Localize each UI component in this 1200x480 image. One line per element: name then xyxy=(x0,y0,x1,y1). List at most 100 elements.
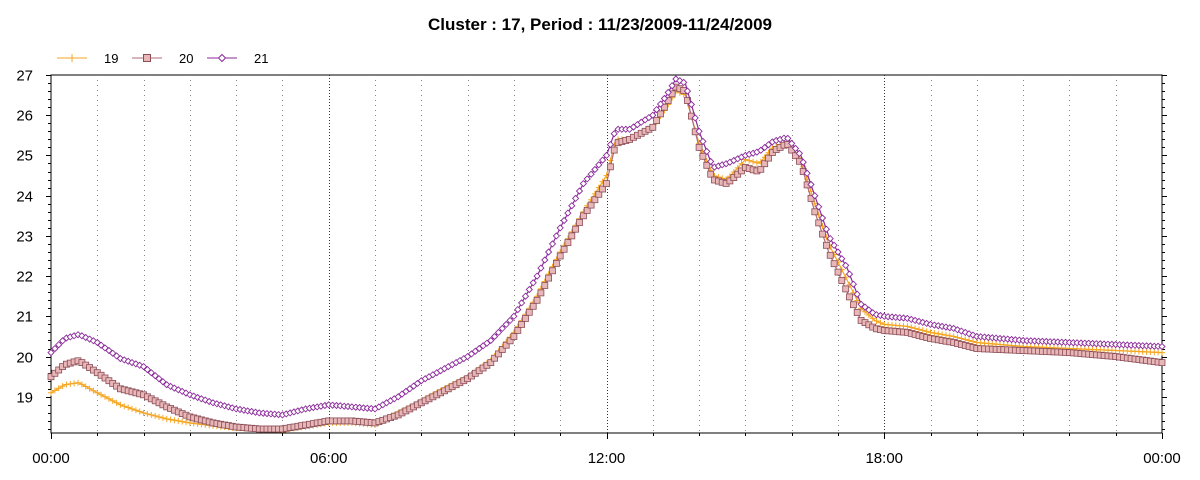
data-point xyxy=(518,320,525,328)
data-point xyxy=(580,212,587,220)
chart-title: Cluster : 17, Period : 11/23/2009-11/24/… xyxy=(428,15,772,34)
data-point xyxy=(537,264,545,272)
data-point xyxy=(572,225,579,233)
data-point xyxy=(730,174,738,182)
data-point xyxy=(954,334,961,341)
legend: + 19 20 21 xyxy=(57,51,268,66)
data-point xyxy=(564,239,572,247)
legend-label-20: 20 xyxy=(179,51,193,66)
data-point xyxy=(668,82,676,90)
data-point xyxy=(533,296,541,304)
x-tick-label: 00:00 xyxy=(32,450,70,467)
data-point xyxy=(1158,342,1166,351)
data-point xyxy=(753,159,760,166)
data-point xyxy=(487,336,495,345)
data-point xyxy=(506,337,514,345)
data-point xyxy=(849,280,858,288)
data-point xyxy=(78,381,85,388)
data-point xyxy=(923,328,930,335)
data-point xyxy=(179,418,186,425)
data-point xyxy=(830,260,838,268)
data-point xyxy=(761,160,769,168)
data-point xyxy=(510,312,518,320)
data-point xyxy=(533,272,541,280)
data-point xyxy=(129,405,135,412)
data-point xyxy=(171,417,178,424)
data-point xyxy=(699,137,707,146)
data-point xyxy=(94,389,101,396)
y-tick-label: 25 xyxy=(16,148,33,165)
data-point xyxy=(819,230,826,238)
data-point xyxy=(568,202,576,210)
data-point xyxy=(660,94,669,103)
data-point xyxy=(136,408,143,415)
data-point xyxy=(514,305,522,314)
data-point xyxy=(599,185,606,193)
data-point xyxy=(152,412,159,419)
data-point xyxy=(607,163,614,171)
data-point xyxy=(818,214,827,222)
data-point xyxy=(958,335,965,342)
data-point xyxy=(807,180,815,189)
data-point xyxy=(517,299,526,307)
data-point xyxy=(757,165,765,173)
data-point xyxy=(113,399,120,406)
data-point xyxy=(545,274,552,282)
data-point xyxy=(568,232,576,240)
data-point xyxy=(48,389,54,396)
series-20 xyxy=(47,83,1166,433)
data-point xyxy=(877,319,884,326)
data-point xyxy=(63,381,70,388)
data-point xyxy=(583,206,591,214)
data-point xyxy=(525,285,533,294)
data-point xyxy=(175,417,182,424)
data-point xyxy=(163,415,170,422)
data-point xyxy=(82,383,89,390)
data-point xyxy=(541,282,549,289)
data-point xyxy=(583,175,591,183)
data-point xyxy=(610,146,618,154)
data-point xyxy=(159,378,167,386)
data-point xyxy=(552,232,561,240)
plot-area xyxy=(50,74,1163,434)
data-point xyxy=(587,201,595,209)
y-tick-label: 23 xyxy=(16,229,33,246)
data-point xyxy=(1159,349,1165,356)
data-point xyxy=(47,348,55,357)
data-point xyxy=(822,225,831,233)
data-point xyxy=(649,123,657,131)
y-tick-label: 27 xyxy=(16,68,33,85)
data-point xyxy=(865,306,873,314)
data-point xyxy=(105,395,112,402)
data-point xyxy=(1158,359,1166,367)
data-point xyxy=(144,410,151,417)
data-point xyxy=(857,300,865,308)
data-point xyxy=(803,169,811,177)
data-point xyxy=(834,268,842,276)
data-point xyxy=(842,285,850,293)
x-tick-label: 00:00 xyxy=(1143,450,1181,467)
data-point xyxy=(873,318,880,324)
data-point xyxy=(966,337,973,344)
data-point xyxy=(494,328,503,337)
data-point xyxy=(51,344,59,353)
data-point xyxy=(799,158,807,166)
data-point xyxy=(738,160,745,167)
data-point xyxy=(75,379,81,386)
data-point xyxy=(544,248,553,256)
data-point xyxy=(506,316,514,325)
data-point xyxy=(109,397,116,404)
data-point xyxy=(939,331,946,338)
data-point xyxy=(750,158,757,165)
legend-marker-19: + xyxy=(67,51,77,65)
data-point xyxy=(853,290,861,298)
data-point xyxy=(514,326,522,334)
data-point xyxy=(653,117,660,124)
data-point xyxy=(943,332,949,339)
data-point xyxy=(151,372,159,380)
data-point xyxy=(680,78,688,87)
data-point xyxy=(834,248,842,256)
legend-marker-21 xyxy=(217,53,227,63)
data-point xyxy=(55,385,62,392)
y-axis: 19 20 21 22 23 24 25 26 27 xyxy=(16,68,1167,430)
